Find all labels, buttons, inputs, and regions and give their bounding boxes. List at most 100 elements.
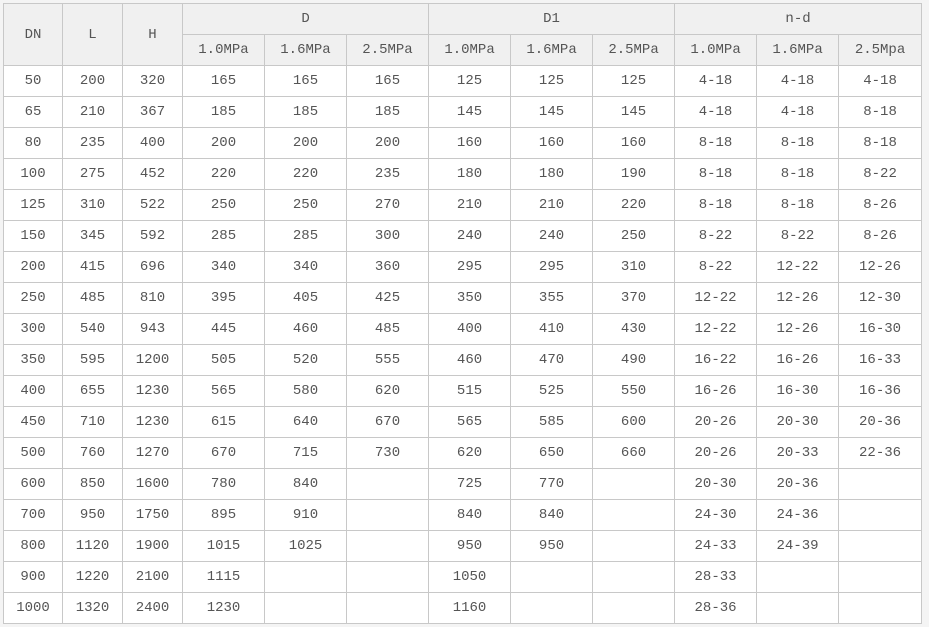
table-cell: 4-18 xyxy=(838,65,923,97)
table-cell: 1050 xyxy=(428,561,512,593)
table-cell: 355 xyxy=(510,282,594,314)
table-row: 450 710 1230 615 640 670 565 585 600 20-26 20-30 20… xyxy=(3,406,923,438)
header-d1-1-6mpa: 1.6MPa xyxy=(510,34,594,66)
header-d1: D1 xyxy=(428,3,676,35)
table-cell: 200 xyxy=(264,127,347,159)
table-cell: 350 xyxy=(428,282,512,314)
table-cell: 160 xyxy=(428,127,512,159)
table-cell: 20-26 xyxy=(674,406,758,438)
table-cell: 1900 xyxy=(122,530,183,562)
table-cell xyxy=(510,561,594,593)
table-cell: 620 xyxy=(428,437,512,469)
table-cell: 16-22 xyxy=(674,344,758,376)
table-cell: 8-18 xyxy=(756,189,840,221)
table-cell: 210 xyxy=(62,96,123,128)
table-cell: 350 xyxy=(3,344,63,376)
table-cell: 210 xyxy=(428,189,512,221)
table-cell: 200 xyxy=(62,65,123,97)
table-cell: 160 xyxy=(592,127,676,159)
table-row: 800 1120 1900 1015 1025 950 950 24-33 24-39 xyxy=(3,530,923,562)
table-cell: 425 xyxy=(345,282,430,314)
table-cell: 22-36 xyxy=(838,437,923,469)
table-cell: 615 xyxy=(182,406,265,438)
table-cell: 405 xyxy=(264,282,347,314)
table-cell: 2400 xyxy=(122,592,183,624)
table-cell: 520 xyxy=(264,344,347,376)
table-cell: 340 xyxy=(264,251,347,283)
table-cell: 515 xyxy=(428,375,512,407)
table-cell: 485 xyxy=(345,313,430,345)
table-cell: 895 xyxy=(182,499,265,531)
table-cell: 8-18 xyxy=(838,96,923,128)
table-cell: 430 xyxy=(592,313,676,345)
table-cell: 670 xyxy=(182,437,265,469)
table-cell: 4-18 xyxy=(756,65,840,97)
table-cell: 522 xyxy=(122,189,183,221)
table-cell: 950 xyxy=(510,530,594,562)
table-cell: 12-30 xyxy=(838,282,923,314)
table-cell: 8-22 xyxy=(674,251,758,283)
table-cell: 250 xyxy=(592,220,676,252)
table-cell xyxy=(838,468,923,500)
table-cell xyxy=(264,561,347,593)
table-cell xyxy=(838,499,923,531)
table-cell: 185 xyxy=(182,96,265,128)
table-cell: 600 xyxy=(592,406,676,438)
header-l: L xyxy=(62,3,123,66)
table-cell: 400 xyxy=(122,127,183,159)
table-cell: 850 xyxy=(62,468,123,500)
table-cell: 16-36 xyxy=(838,375,923,407)
table-cell: 185 xyxy=(264,96,347,128)
table-cell: 320 xyxy=(122,65,183,97)
table-cell: 550 xyxy=(592,375,676,407)
table-cell: 20-26 xyxy=(674,437,758,469)
table-cell: 300 xyxy=(345,220,430,252)
table-cell: 20-30 xyxy=(674,468,758,500)
header-nd-2-5mpa: 2.5Mpa xyxy=(838,34,923,66)
table-cell: 4-18 xyxy=(674,65,758,97)
table-cell: 810 xyxy=(122,282,183,314)
table-cell: 910 xyxy=(264,499,347,531)
table-cell: 275 xyxy=(62,158,123,190)
table-cell: 1320 xyxy=(62,592,123,624)
table-cell: 360 xyxy=(345,251,430,283)
table-cell: 1000 xyxy=(3,592,63,624)
table-cell: 20-36 xyxy=(838,406,923,438)
table-row: 250 485 810 395 405 425 350 355 370 12-22 12-26 12-… xyxy=(3,282,923,314)
table-cell: 65 xyxy=(3,96,63,128)
table-cell: 150 xyxy=(3,220,63,252)
table-row: 300 540 943 445 460 485 400 410 430 12-22 12-26 16-… xyxy=(3,313,923,345)
table-cell: 580 xyxy=(264,375,347,407)
table-cell: 220 xyxy=(182,158,265,190)
table-cell: 200 xyxy=(182,127,265,159)
table-cell: 20-33 xyxy=(756,437,840,469)
table-cell: 485 xyxy=(62,282,123,314)
table-cell: 295 xyxy=(428,251,512,283)
table-row: 900 1220 2100 1115 1050 28-33 xyxy=(3,561,923,593)
table-cell: 505 xyxy=(182,344,265,376)
table-cell: 165 xyxy=(264,65,347,97)
table-cell: 650 xyxy=(510,437,594,469)
table-cell: 1220 xyxy=(62,561,123,593)
table-cell: 16-30 xyxy=(838,313,923,345)
table-row: 600 850 1600 780 840 725 770 20-30 20-36 xyxy=(3,468,923,500)
table-row: 150 345 592 285 285 300 240 240 250 8-22 8-22 8-26 xyxy=(3,220,923,252)
table-cell: 160 xyxy=(510,127,594,159)
table-cell: 730 xyxy=(345,437,430,469)
table-cell: 180 xyxy=(510,158,594,190)
table-cell: 700 xyxy=(3,499,63,531)
table-cell: 725 xyxy=(428,468,512,500)
table-cell: 640 xyxy=(264,406,347,438)
table-cell xyxy=(756,561,840,593)
table-cell: 240 xyxy=(428,220,512,252)
table-cell: 300 xyxy=(3,313,63,345)
table-cell: 500 xyxy=(3,437,63,469)
table-cell xyxy=(345,530,430,562)
table-cell: 367 xyxy=(122,96,183,128)
table-cell: 8-22 xyxy=(756,220,840,252)
dimension-table-container: DN L H D D1 n-d 1.0MPa 1.6MPa 2.5MPa 1.0… xyxy=(3,3,923,624)
table-cell xyxy=(592,530,676,562)
header-h: H xyxy=(122,3,183,66)
table-cell: 8-18 xyxy=(756,127,840,159)
table-cell: 12-26 xyxy=(756,313,840,345)
